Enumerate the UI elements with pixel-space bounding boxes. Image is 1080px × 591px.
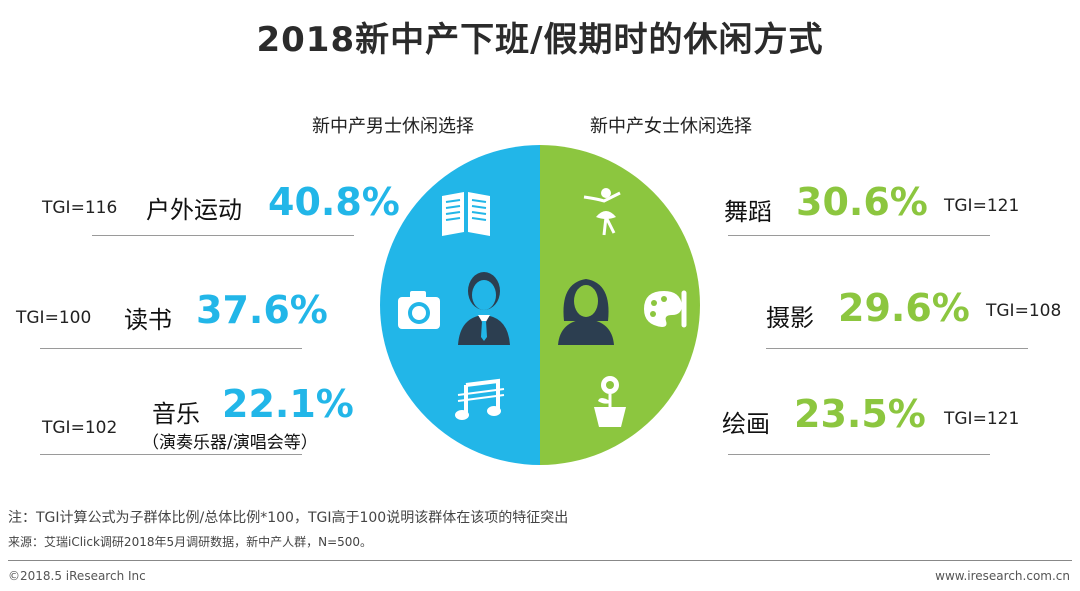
- music-icon: [455, 378, 505, 420]
- label-photo: 摄影: [766, 304, 814, 332]
- rule-photo: [766, 348, 1028, 349]
- label-reading: 读书: [124, 306, 172, 334]
- female-half-circle: [540, 145, 700, 465]
- female-group-label: 新中产女士休闲选择: [590, 116, 752, 137]
- dancer-icon: [583, 188, 621, 236]
- rule-music: [40, 454, 302, 455]
- rule-reading: [40, 348, 302, 349]
- flower-pot-icon: [594, 376, 626, 427]
- rule-outdoor: [92, 235, 354, 236]
- tgi-music: TGI=102: [42, 418, 118, 438]
- label-painting: 绘画: [722, 410, 770, 438]
- music-sub-label: （演奏乐器/演唱会等）: [142, 433, 318, 453]
- tgi-note: 注：TGI计算公式为子群体比例/总体比例*100，TGI高于100说明该群体在该…: [8, 510, 569, 526]
- percent-music: 22.1%: [222, 382, 354, 426]
- book-icon: [442, 192, 490, 236]
- percent-dance: 30.6%: [796, 180, 928, 224]
- percent-outdoor: 40.8%: [268, 180, 400, 224]
- footer-copyright: ©2018.5 iResearch Inc: [8, 569, 146, 583]
- page-title: 2018新中产下班/假期时的休闲方式: [256, 20, 824, 60]
- woman-icon: [558, 279, 614, 345]
- rule-painting: [728, 454, 990, 455]
- palette-icon: [644, 290, 687, 328]
- tgi-painting: TGI=121: [944, 409, 1020, 429]
- label-music: 音乐: [152, 400, 200, 428]
- percent-photo: 29.6%: [838, 286, 970, 330]
- footer-website: www.iresearch.com.cn: [935, 569, 1070, 583]
- tgi-reading: TGI=100: [16, 308, 92, 328]
- tgi-photo: TGI=108: [986, 301, 1062, 321]
- rule-dance: [728, 235, 990, 236]
- man-icon: [458, 272, 510, 345]
- tgi-outdoor: TGI=116: [42, 198, 118, 218]
- tgi-dance: TGI=121: [944, 196, 1020, 216]
- percent-painting: 23.5%: [794, 392, 926, 436]
- footer-rule: [8, 560, 1072, 561]
- percent-reading: 37.6%: [196, 288, 328, 332]
- label-dance: 舞蹈: [724, 198, 772, 226]
- male-group-label: 新中产男士休闲选择: [312, 116, 474, 137]
- source-note: 来源：艾瑞iClick调研2018年5月调研数据，新中产人群，N=500。: [8, 535, 373, 549]
- camera-icon: [398, 291, 440, 329]
- label-outdoor: 户外运动: [146, 196, 242, 224]
- center-circle: [380, 145, 700, 465]
